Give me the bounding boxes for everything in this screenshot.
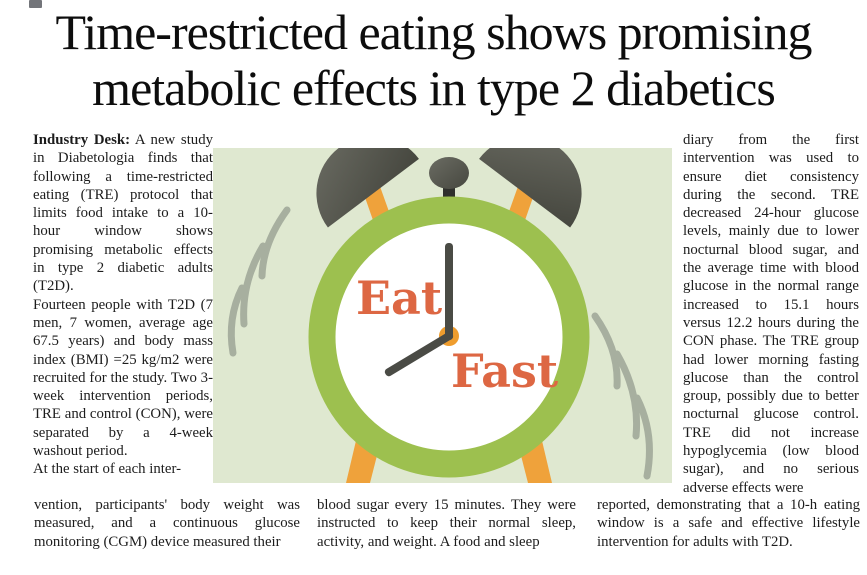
bottom-left-text: vention, participants' body weight was m… bbox=[34, 496, 300, 551]
vibration-marks-right bbox=[591, 312, 653, 480]
alarm-clock-illustration: Eat Fast bbox=[213, 148, 672, 483]
fast-label: Fast bbox=[451, 344, 559, 398]
conclusion-paragraph: reported, demonstrating that a 10-h eati… bbox=[597, 497, 860, 550]
measurement-paragraph-cont: vention, participants' body weight was m… bbox=[34, 497, 300, 550]
byline-label: Industry Desk: bbox=[33, 132, 131, 148]
eat-label: Eat bbox=[356, 271, 443, 325]
hour-hand bbox=[384, 331, 454, 377]
intro-paragraph: Industry Desk: A new study in Diabetolog… bbox=[33, 131, 213, 296]
knob-icon bbox=[429, 157, 469, 189]
left-column: Industry Desk: A new study in Diabetolog… bbox=[33, 131, 213, 479]
right-column: diary from the first intervention was us… bbox=[683, 131, 859, 497]
minute-hand bbox=[445, 243, 453, 340]
article-headline: Time-restricted eating shows promising m… bbox=[0, 4, 867, 116]
headline-line-1: Time-restricted eating shows promising bbox=[55, 4, 813, 60]
measurement-paragraph-start: At the start of each inter- bbox=[33, 461, 182, 478]
results-paragraph: diary from the first intervention was us… bbox=[683, 132, 859, 496]
intro-text: A new study in Diabetologia finds that f… bbox=[33, 132, 213, 295]
headline-line-2: metabolic effects in type 2 diabetics bbox=[92, 60, 776, 116]
alarm-clock-svg: Eat Fast bbox=[227, 148, 653, 483]
protocol-paragraph: blood sugar every 15 minutes. They were … bbox=[317, 497, 576, 550]
page-corner-artifact bbox=[29, 0, 42, 8]
study-paragraph: Fourteen people with T2D (7 men, 7 women… bbox=[33, 296, 213, 460]
bell-right-icon bbox=[479, 148, 582, 228]
vibration-marks-left bbox=[227, 206, 291, 357]
bottom-right-text: reported, demonstrating that a 10-h eati… bbox=[597, 496, 860, 551]
bell-left-icon bbox=[316, 148, 419, 228]
bottom-middle-text: blood sugar every 15 minutes. They were … bbox=[317, 496, 576, 551]
